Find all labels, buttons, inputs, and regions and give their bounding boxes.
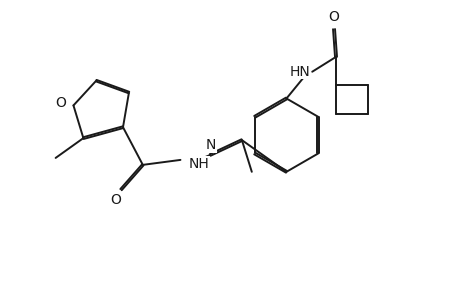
Text: O: O: [110, 193, 121, 206]
Text: O: O: [328, 10, 339, 24]
Text: HN: HN: [289, 65, 310, 79]
Text: N: N: [206, 138, 216, 152]
Text: O: O: [55, 96, 66, 110]
Text: NH: NH: [188, 157, 209, 171]
